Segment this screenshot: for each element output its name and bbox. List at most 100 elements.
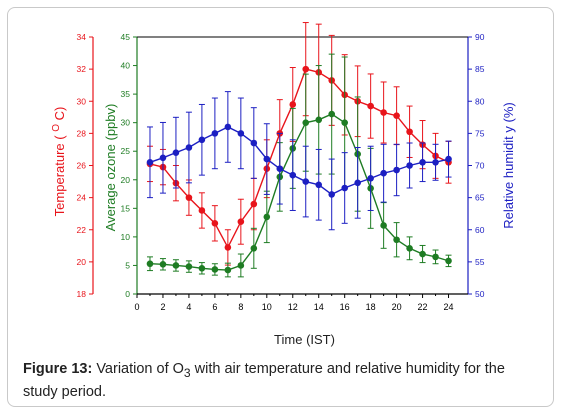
humidity-tick-label: 70 bbox=[475, 161, 485, 171]
ozone-point bbox=[211, 266, 219, 273]
humidity-point bbox=[354, 179, 361, 187]
humidity-point bbox=[146, 158, 154, 166]
temperature-tick-label: 24 bbox=[77, 193, 87, 203]
ozone-series-line bbox=[149, 113, 449, 271]
caption-text-after: with air temperature and relative humidi… bbox=[23, 361, 505, 400]
x-tick-label: 12 bbox=[288, 302, 298, 312]
temperature-axis-title: Temperature ( O C) bbox=[51, 107, 67, 217]
temperature-tick-label: 34 bbox=[77, 32, 87, 42]
caption-label: Figure 13: bbox=[23, 361, 93, 377]
humidity-point bbox=[393, 166, 400, 174]
humidity-point bbox=[172, 149, 180, 156]
ozone-point bbox=[432, 253, 439, 261]
ozone-tick-label: 0 bbox=[125, 289, 130, 299]
humidity-point bbox=[198, 136, 206, 144]
x-tick-label: 24 bbox=[444, 302, 454, 312]
x-tick-label: 16 bbox=[340, 302, 350, 312]
ozone-point bbox=[198, 265, 206, 272]
humidity-series-line bbox=[149, 126, 449, 196]
humidity-point bbox=[328, 191, 336, 198]
x-tick-label: 18 bbox=[366, 302, 376, 312]
ozone-tick-label: 20 bbox=[121, 175, 131, 185]
x-tick-label: 8 bbox=[238, 302, 243, 312]
humidity-tick-label: 85 bbox=[475, 64, 485, 74]
humidity-tick-label: 65 bbox=[475, 193, 485, 203]
humidity-point bbox=[302, 178, 310, 185]
temperature-tick-label: 30 bbox=[77, 96, 87, 106]
temperature-point bbox=[237, 218, 245, 226]
x-tick-label: 0 bbox=[134, 302, 139, 312]
humidity-point bbox=[367, 175, 374, 182]
temperature-point bbox=[302, 65, 310, 73]
humidity-point bbox=[341, 184, 348, 192]
ozone-point bbox=[393, 236, 400, 244]
x-tick-label: 2 bbox=[160, 302, 165, 312]
humidity-point bbox=[432, 158, 439, 166]
x-tick-label: 4 bbox=[186, 302, 191, 312]
x-tick-label: 22 bbox=[418, 302, 428, 312]
humidity-tick-label: 90 bbox=[475, 32, 485, 42]
ozone-point bbox=[419, 250, 426, 258]
figure-caption: Figure 13: Variation of O3 with air temp… bbox=[23, 360, 538, 402]
temperature-point bbox=[211, 220, 219, 227]
humidity-tick-label: 50 bbox=[475, 289, 485, 299]
humidity-point bbox=[211, 130, 219, 137]
temperature-axis-title-part: Temperature ( bbox=[52, 132, 67, 217]
temperature-point bbox=[367, 102, 374, 110]
ozone-point bbox=[328, 110, 336, 118]
humidity-point bbox=[380, 169, 387, 177]
ozone-point bbox=[341, 119, 348, 126]
ozone-point bbox=[172, 262, 180, 269]
temperature-tick-label: 28 bbox=[77, 128, 87, 138]
humidity-point bbox=[185, 144, 193, 151]
humidity-point bbox=[263, 155, 271, 163]
ozone-axis-title: Average ozone (ppbv) bbox=[103, 104, 118, 232]
humidity-tick-label: 80 bbox=[475, 96, 485, 106]
ozone-point bbox=[237, 262, 245, 269]
ozone-tick-label: 25 bbox=[121, 146, 131, 156]
temperature-point bbox=[289, 101, 297, 108]
ozone-tick-label: 10 bbox=[121, 232, 131, 242]
ozone-point bbox=[445, 257, 452, 265]
temperature-axis-title-part: O bbox=[51, 124, 62, 132]
humidity-point bbox=[250, 139, 258, 147]
ozone-point bbox=[302, 119, 310, 126]
temperature-point bbox=[393, 112, 400, 120]
humidity-tick-label: 75 bbox=[475, 128, 485, 138]
humidity-point bbox=[406, 162, 413, 169]
ozone-point bbox=[146, 260, 154, 268]
humidity-point bbox=[419, 158, 426, 166]
humidity-point bbox=[289, 171, 297, 179]
x-axis-title: Time (IST) bbox=[274, 332, 335, 347]
temperature-point bbox=[250, 200, 258, 208]
x-tick-label: 20 bbox=[392, 302, 402, 312]
humidity-point bbox=[159, 154, 167, 162]
temperature-point bbox=[198, 207, 206, 214]
ozone-point bbox=[185, 263, 193, 270]
caption-text-before: Variation of O bbox=[92, 361, 184, 377]
humidity-point bbox=[445, 155, 452, 163]
humidity-tick-label: 55 bbox=[475, 257, 485, 267]
ozone-tick-label: 35 bbox=[121, 89, 131, 99]
ozone-tick-label: 30 bbox=[121, 118, 131, 128]
x-tick-label: 14 bbox=[314, 302, 324, 312]
temperature-tick-label: 20 bbox=[77, 257, 87, 267]
x-tick-label: 6 bbox=[212, 302, 217, 312]
temperature-tick-label: 18 bbox=[77, 289, 87, 299]
temperature-point bbox=[185, 194, 193, 201]
temperature-tick-label: 32 bbox=[77, 64, 87, 74]
ozone-point bbox=[263, 213, 271, 221]
ozone-point bbox=[250, 245, 258, 252]
ozone-point bbox=[159, 261, 167, 268]
temperature-point bbox=[224, 244, 232, 251]
humidity-point bbox=[224, 123, 232, 131]
ozone-tick-label: 15 bbox=[121, 203, 131, 213]
ozone-tick-label: 45 bbox=[121, 32, 131, 42]
humidity-tick-label: 60 bbox=[475, 225, 485, 235]
x-tick-label: 10 bbox=[262, 302, 272, 312]
temperature-point bbox=[380, 109, 387, 116]
humidity-point bbox=[276, 165, 284, 173]
figure-frame bbox=[7, 7, 554, 407]
humidity-axis-title: Relative humidit y (%) bbox=[501, 102, 516, 228]
